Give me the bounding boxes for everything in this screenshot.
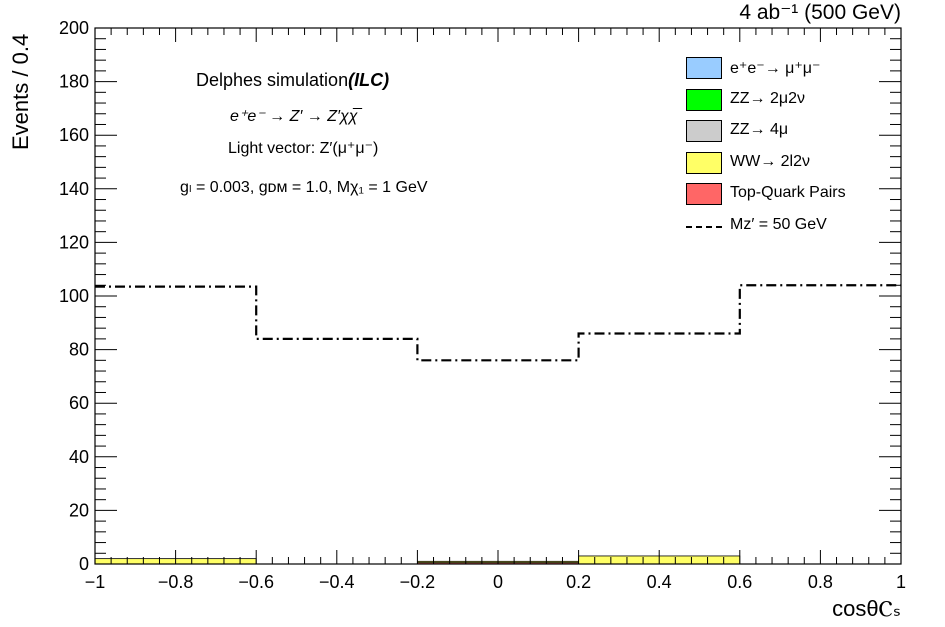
x-tick-label: −0.8 xyxy=(158,572,194,592)
y-tick-label: 180 xyxy=(59,72,89,92)
signal-line xyxy=(95,284,901,362)
legend-label: ZZ→ 4μ xyxy=(730,121,789,138)
legend-swatch xyxy=(686,183,722,205)
legend-swatch xyxy=(686,120,722,142)
y-tick-label: 20 xyxy=(69,500,89,520)
x-tick-label: 0.4 xyxy=(647,572,672,592)
x-tick-label: 0 xyxy=(493,572,503,592)
legend-label: Top-Quark Pairs xyxy=(730,184,846,201)
y-tick-label: 160 xyxy=(59,125,89,145)
x-axis-label: cosθⲤₛ xyxy=(832,596,901,621)
x-tick-label: −0.2 xyxy=(400,572,436,592)
simulation-title-text: Delphes simulation xyxy=(196,70,349,90)
x-tick-label: −0.4 xyxy=(319,572,355,592)
model-label: Light vector: Z′(μ⁺μ⁻) xyxy=(228,140,379,157)
y-tick-label: 0 xyxy=(79,554,89,574)
legend-label: Mᴢ′ = 50 GeV xyxy=(730,215,827,233)
x-tick-label: −1 xyxy=(85,572,106,592)
signal-histogram xyxy=(95,284,901,362)
legend-swatch xyxy=(686,88,722,111)
y-tick-label: 140 xyxy=(59,179,89,199)
legend-swatch xyxy=(686,151,722,174)
x-tick-label: 1 xyxy=(896,572,906,592)
plot-frame xyxy=(94,27,902,565)
simulation-title-bold: (ILC) xyxy=(348,70,390,90)
simulation-title: Delphes simulation(ILC) xyxy=(196,70,389,91)
x-tick-label: −0.6 xyxy=(238,572,274,592)
legend-label: ZZ→ 2μ2ν xyxy=(730,89,806,107)
y-tick-label: 100 xyxy=(59,286,89,306)
legend-line-sample xyxy=(686,225,722,228)
y-tick-label: 40 xyxy=(69,447,89,467)
y-tick-label: 80 xyxy=(69,340,89,360)
luminosity-label: 4 ab⁻¹ (500 GeV) xyxy=(739,1,901,24)
x-tick-label: 0.6 xyxy=(727,572,752,592)
y-tick-label: 120 xyxy=(59,232,89,252)
legend-label: WW→ 2l2ν xyxy=(730,152,810,170)
legend-swatch xyxy=(686,57,722,79)
x-tick-label: 0.8 xyxy=(808,572,833,592)
y-tick-label: 200 xyxy=(59,18,89,38)
parameters-label: gₗ = 0.003, gᴅᴍ = 1.0, Mχ₁ = 1 GeV xyxy=(180,179,428,196)
process-label: e⁺e⁻ → Z′ → Z′χχ̅ xyxy=(230,108,358,125)
x-tick-label: 0.2 xyxy=(566,572,591,592)
axes: −1 −0.8 −0.6 −0.4 −0.2 0 0.2 0.4 0.6 0.8 1 0 20 40 60 8… xyxy=(59,18,906,592)
y-tick-label: 60 xyxy=(69,393,89,413)
legend-label: e⁺e⁻→ μ⁺μ⁻ xyxy=(730,60,821,77)
